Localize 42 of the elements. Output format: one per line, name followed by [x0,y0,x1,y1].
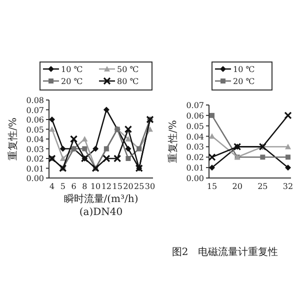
y-tick-label: 0.02 [186,153,204,162]
y-tick-label: 0.00 [26,174,44,183]
y-tick-label: 0.03 [186,142,204,152]
y-tick-label: 0.01 [186,164,204,173]
x-tick-label: 30 [144,182,156,191]
x-tick-label: 25 [258,182,268,191]
x-tick-label: 15 [112,182,122,191]
x-tick-label: 10 [90,182,101,191]
y-tick-label: 0.07 [26,106,44,115]
legend-label: 20 ℃ [233,77,255,86]
y-axis-title: 重复性/% [7,118,19,160]
x-axis-title: 瞬时流量/(m³/h) [64,193,138,205]
x-tick-label: 5 [60,182,66,191]
caption: 图2 电磁流量计重复性 [172,246,278,258]
y-tick-label: 0.07 [186,101,204,110]
x-tick-label: 6 [71,182,76,191]
y-tick-label: 0.00 [186,174,204,183]
y-tick-label: 0.01 [26,164,44,174]
y-tick-label: 0.05 [26,125,44,134]
x-tick-label: 32 [282,182,294,191]
x-tick-label: 12 [101,182,112,191]
y-axis-title: 重复性/% [167,120,179,163]
x-tick-label: 8 [82,182,88,191]
y-tick-label: 0.02 [26,154,44,164]
x-tick-label: 20 [232,182,242,191]
legend-label: 20 ℃ [61,77,83,86]
y-tick-label: 0.06 [186,111,204,120]
legend-label: 80 ℃ [117,77,139,86]
legend-label: 10 ℃ [61,65,83,74]
text: (a)DN40 [79,207,123,218]
x-tick-label: 25 [134,182,144,191]
x-tick-label: 4 [49,182,55,191]
legend-label: 50 ℃ [117,65,139,74]
y-tick-label: 0.05 [186,122,204,131]
x-tick-label: 15 [206,182,218,191]
y-tick-label: 0.06 [26,116,44,124]
y-tick-label: 0.04 [26,135,44,144]
x-tick-label: 20 [123,182,134,191]
y-tick-label: 0.04 [186,132,204,142]
y-tick-label: 0.03 [26,144,44,154]
y-tick-label: 0.08 [26,96,44,105]
legend-label: 10 ℃ [233,65,255,74]
